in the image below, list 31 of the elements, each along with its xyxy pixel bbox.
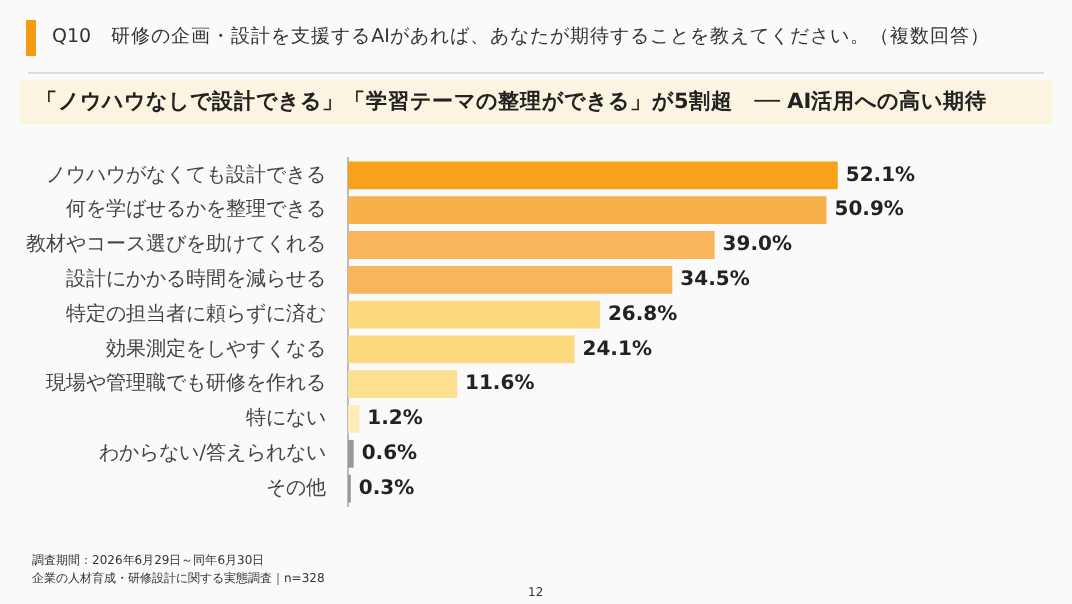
y-tick-label: 特定の担当者に頼らずに済む xyxy=(66,301,326,326)
y-tick-label: 特にない xyxy=(246,406,326,431)
data-label: 0.6% xyxy=(361,442,418,465)
bar xyxy=(348,405,360,433)
y-tick-label: ノウハウがなくても設計できる xyxy=(46,162,326,187)
data-label: 24.1% xyxy=(582,338,652,361)
y-tick-label: その他 xyxy=(266,475,326,500)
y-tick-label: 教材やコース選びを助けてくれる xyxy=(26,232,326,257)
y-tick-label: 設計にかかる時間を減らせる xyxy=(66,266,326,291)
y-tick-label: 効果測定をしやすくなる xyxy=(106,336,326,361)
bar xyxy=(348,231,715,259)
y-tick-label: わからない/答えられない xyxy=(99,440,326,465)
y-tick-label: 現場や管理職でも研修を作れる xyxy=(46,371,326,396)
data-label: 50.9% xyxy=(834,199,904,222)
bar xyxy=(348,439,354,468)
bar xyxy=(348,300,600,329)
data-label: 52.1% xyxy=(845,164,916,187)
y-tick-label: 何を学ばせるかを整理できる xyxy=(66,197,326,222)
data-label: 34.5% xyxy=(680,268,750,291)
data-label: 1.2% xyxy=(367,408,423,431)
data-label: 11.6% xyxy=(465,373,535,396)
data-label: 0.3% xyxy=(358,477,415,500)
bar xyxy=(348,196,827,225)
data-label: 26.8% xyxy=(607,303,678,326)
bar xyxy=(348,370,458,399)
data-label: 39.0% xyxy=(722,234,793,257)
bar xyxy=(348,335,575,364)
bar xyxy=(348,265,673,294)
bar xyxy=(348,161,838,190)
chart-title: Q10 研修の企画・設計を支援するAIがあれば、あなたが期待することを教えてください。（複数回答） xyxy=(52,24,990,50)
chart-subtitle: 「ノウハウなしで設計できる」「学習テーマの整理ができる」が5割超 ── AI活用への高い期待 xyxy=(20,80,1052,124)
